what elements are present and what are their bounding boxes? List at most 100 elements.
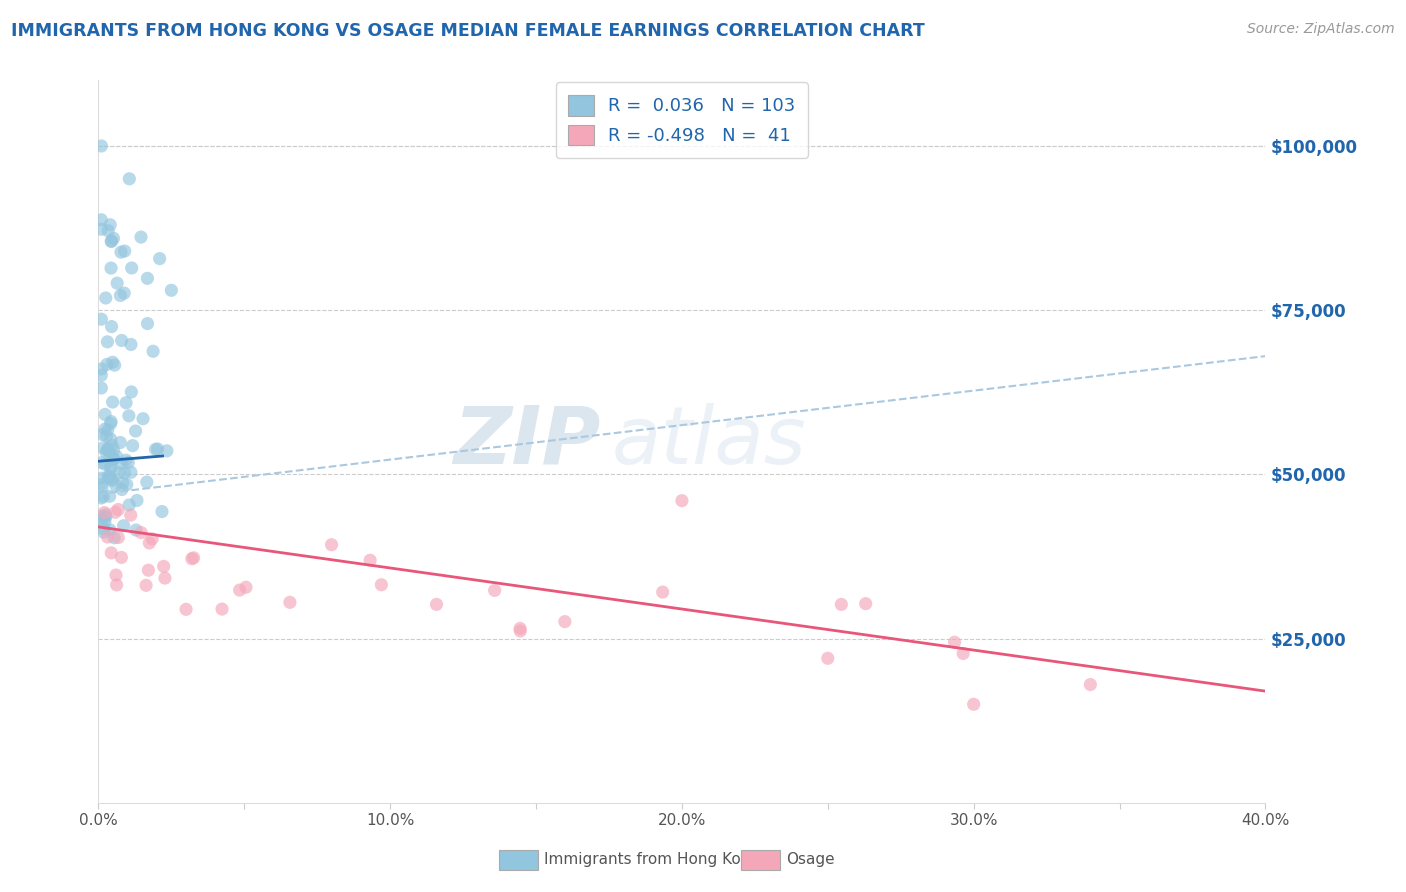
Point xyxy=(136,317,159,331)
Point xyxy=(359,553,381,567)
Point xyxy=(112,286,135,301)
Point xyxy=(110,435,132,450)
Point xyxy=(115,396,138,410)
Point xyxy=(146,442,169,456)
Point xyxy=(97,469,120,483)
Point xyxy=(100,546,122,560)
Point xyxy=(671,493,693,508)
Point xyxy=(962,698,984,712)
Point xyxy=(98,445,121,459)
Point xyxy=(129,230,152,244)
Point xyxy=(120,384,142,399)
Point xyxy=(91,441,114,455)
Point xyxy=(111,334,134,348)
Point xyxy=(110,457,132,471)
Point xyxy=(115,453,138,467)
Point xyxy=(98,489,121,503)
Point xyxy=(141,532,163,546)
Point xyxy=(90,471,112,485)
Point xyxy=(103,452,125,467)
Point xyxy=(90,509,112,524)
Point xyxy=(104,358,127,372)
Point xyxy=(90,139,112,153)
Point xyxy=(142,344,165,359)
Point xyxy=(94,422,117,436)
Point xyxy=(97,442,120,456)
Point xyxy=(90,491,112,505)
Point xyxy=(211,602,233,616)
Text: Source: ZipAtlas.com: Source: ZipAtlas.com xyxy=(1247,22,1395,37)
Point xyxy=(104,568,127,582)
Point xyxy=(152,559,174,574)
Point xyxy=(101,395,124,409)
Point xyxy=(156,443,179,458)
Point xyxy=(120,466,142,480)
Point xyxy=(97,224,120,238)
Point xyxy=(150,504,173,518)
Point xyxy=(98,471,121,485)
Point xyxy=(153,571,176,585)
Point xyxy=(100,234,122,248)
Point xyxy=(96,334,118,349)
Point xyxy=(98,523,121,537)
Text: Osage: Osage xyxy=(786,853,835,867)
Point xyxy=(112,466,135,480)
Point xyxy=(90,477,112,491)
Point xyxy=(98,218,121,232)
Point xyxy=(110,550,132,565)
Point xyxy=(174,602,197,616)
Legend: R =  0.036   N = 103, R = -0.498   N =  41: R = 0.036 N = 103, R = -0.498 N = 41 xyxy=(555,82,808,158)
Point xyxy=(118,409,141,423)
Point xyxy=(107,531,129,545)
Point xyxy=(132,411,155,425)
Point xyxy=(830,598,852,612)
Point xyxy=(90,513,112,527)
Point xyxy=(160,283,183,297)
Point xyxy=(90,312,112,326)
Point xyxy=(118,171,141,186)
Point xyxy=(120,508,142,522)
Point xyxy=(90,362,112,376)
Text: Immigrants from Hong Kong: Immigrants from Hong Kong xyxy=(544,853,761,867)
Text: atlas: atlas xyxy=(612,402,807,481)
Text: ZIP: ZIP xyxy=(453,402,600,481)
Point xyxy=(94,458,117,472)
Point xyxy=(96,429,118,443)
Point xyxy=(952,647,974,661)
Point xyxy=(101,355,124,369)
Point xyxy=(96,530,118,544)
Point xyxy=(90,222,112,236)
Point xyxy=(138,563,160,577)
Point xyxy=(91,427,114,442)
Point xyxy=(105,450,128,464)
Point xyxy=(100,432,122,446)
Point xyxy=(100,235,122,249)
Point xyxy=(114,244,136,258)
Point xyxy=(98,470,121,484)
Point xyxy=(149,252,172,266)
Point xyxy=(100,462,122,476)
Point xyxy=(100,319,122,334)
Point xyxy=(135,578,157,592)
Point xyxy=(425,598,447,612)
Point xyxy=(110,245,132,260)
Point xyxy=(94,445,117,459)
Point xyxy=(93,525,115,540)
Point xyxy=(117,455,139,469)
Point xyxy=(100,459,122,474)
Point xyxy=(121,439,143,453)
Point xyxy=(138,536,160,550)
Point xyxy=(235,580,257,594)
Point xyxy=(180,551,202,566)
Point xyxy=(100,472,122,486)
Point xyxy=(101,474,124,488)
Point xyxy=(103,442,125,457)
Point xyxy=(370,578,392,592)
Point xyxy=(104,505,127,519)
Point xyxy=(817,651,839,665)
Point xyxy=(943,635,966,649)
Point xyxy=(94,509,117,524)
Point xyxy=(121,260,143,275)
Point xyxy=(103,531,125,545)
Point xyxy=(101,438,124,452)
